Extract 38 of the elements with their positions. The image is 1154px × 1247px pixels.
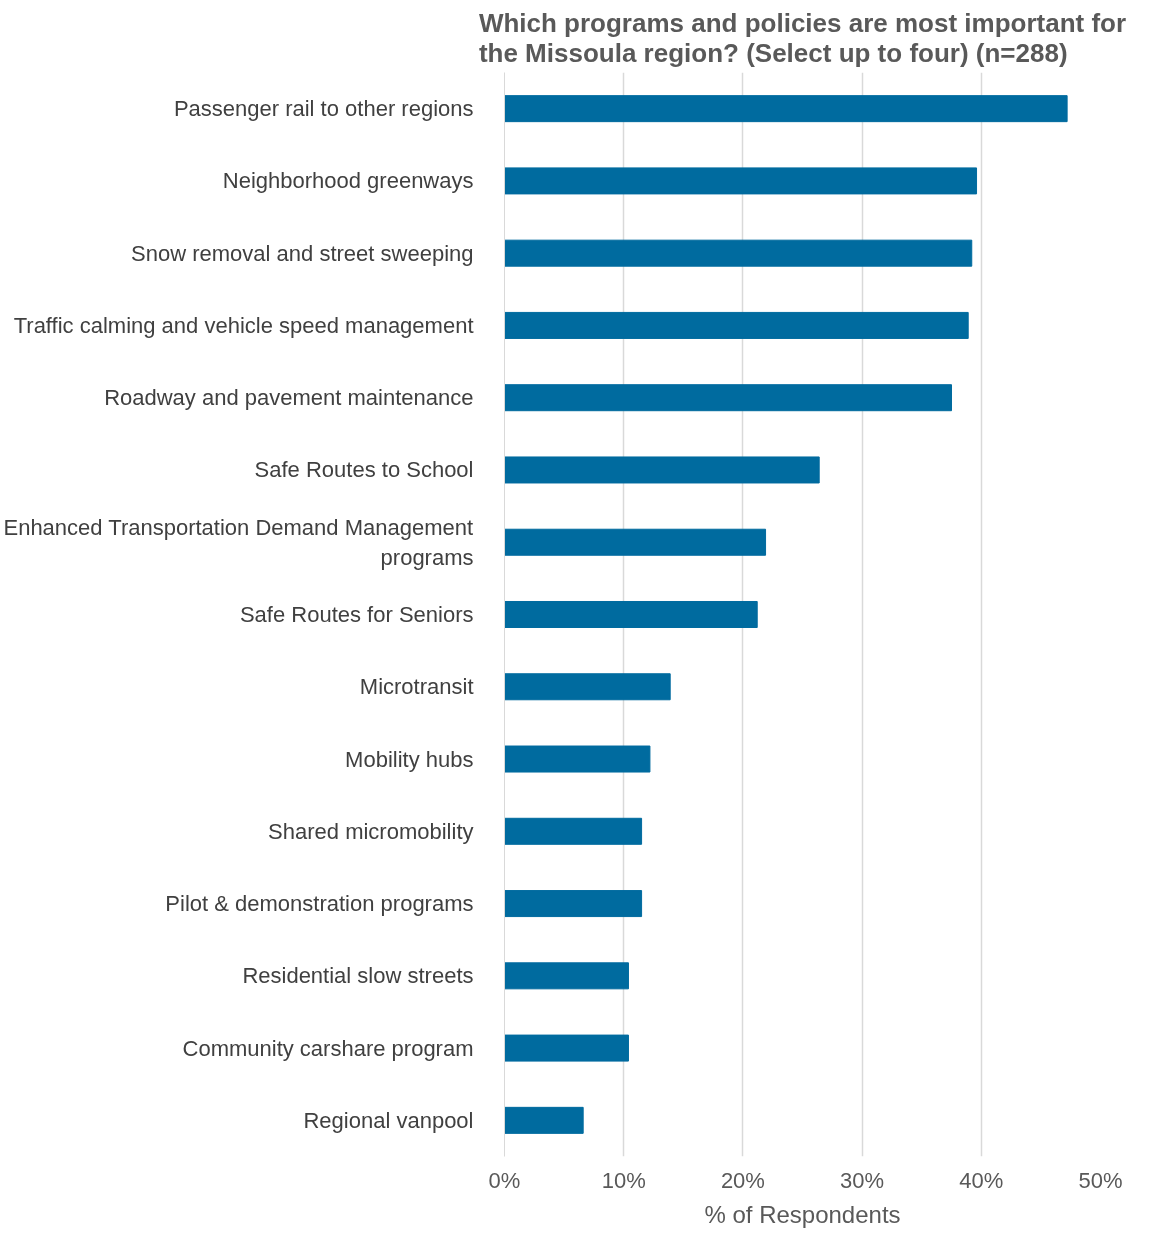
- y-tick-label: Safe Routes for Seniors: [239, 602, 474, 627]
- y-tick-label: Safe Routes to School: [254, 457, 474, 483]
- bar: [504, 962, 629, 990]
- x-tick-label: 20%: [720, 1167, 765, 1193]
- y-tick-label: Enhanced Transportation Demand Management programs: [3, 514, 474, 570]
- bar: [504, 167, 978, 195]
- y-tick-label: Pilot & demonstration programs: [165, 891, 474, 917]
- y-tick-label: Roadway and pavement maintenance: [104, 385, 474, 411]
- x-tick-label: 50%: [1078, 1167, 1123, 1193]
- y-tick-label: Neighborhood greenways: [222, 168, 474, 194]
- bar: [504, 456, 820, 484]
- bar: [504, 890, 643, 918]
- x-tick-label: 0%: [488, 1167, 521, 1193]
- y-tick-label: Community carshare program: [182, 1035, 474, 1061]
- x-axis-title: % of Respondents: [704, 1200, 901, 1228]
- y-tick-label: Residential slow streets: [242, 963, 474, 989]
- y-tick-label: Regional vanpool: [303, 1107, 474, 1133]
- bar: [504, 600, 758, 629]
- x-tick-label: 10%: [601, 1167, 646, 1193]
- x-tick-label: 30%: [840, 1167, 885, 1193]
- bar: [504, 95, 1068, 123]
- chart-title: Which programs and policies are most important for the Missoula region? (Select up to four) (n=288): [478, 7, 1127, 68]
- x-tick-label: 40%: [959, 1167, 1004, 1193]
- bar: [504, 673, 671, 701]
- y-tick-label: Mobility hubs: [345, 746, 474, 772]
- y-tick-label: Passenger rail to other regions: [173, 96, 474, 122]
- bar: [504, 384, 952, 412]
- bar: [504, 745, 651, 773]
- bar: [504, 1106, 584, 1134]
- bar: [504, 1034, 629, 1062]
- y-tick-label: Microtransit: [359, 674, 474, 700]
- y-tick-label: Snow removal and street sweeping: [131, 240, 474, 266]
- bar: [504, 817, 643, 845]
- bar: [504, 311, 969, 339]
- y-tick-label: Traffic calming and vehicle speed management: [13, 312, 474, 338]
- bar: [504, 239, 973, 267]
- y-tick-label: Shared micromobility: [268, 818, 474, 844]
- bar: [504, 528, 767, 556]
